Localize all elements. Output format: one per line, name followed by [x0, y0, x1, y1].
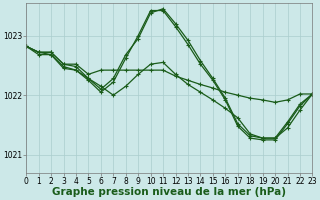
X-axis label: Graphe pression niveau de la mer (hPa): Graphe pression niveau de la mer (hPa) — [52, 187, 286, 197]
